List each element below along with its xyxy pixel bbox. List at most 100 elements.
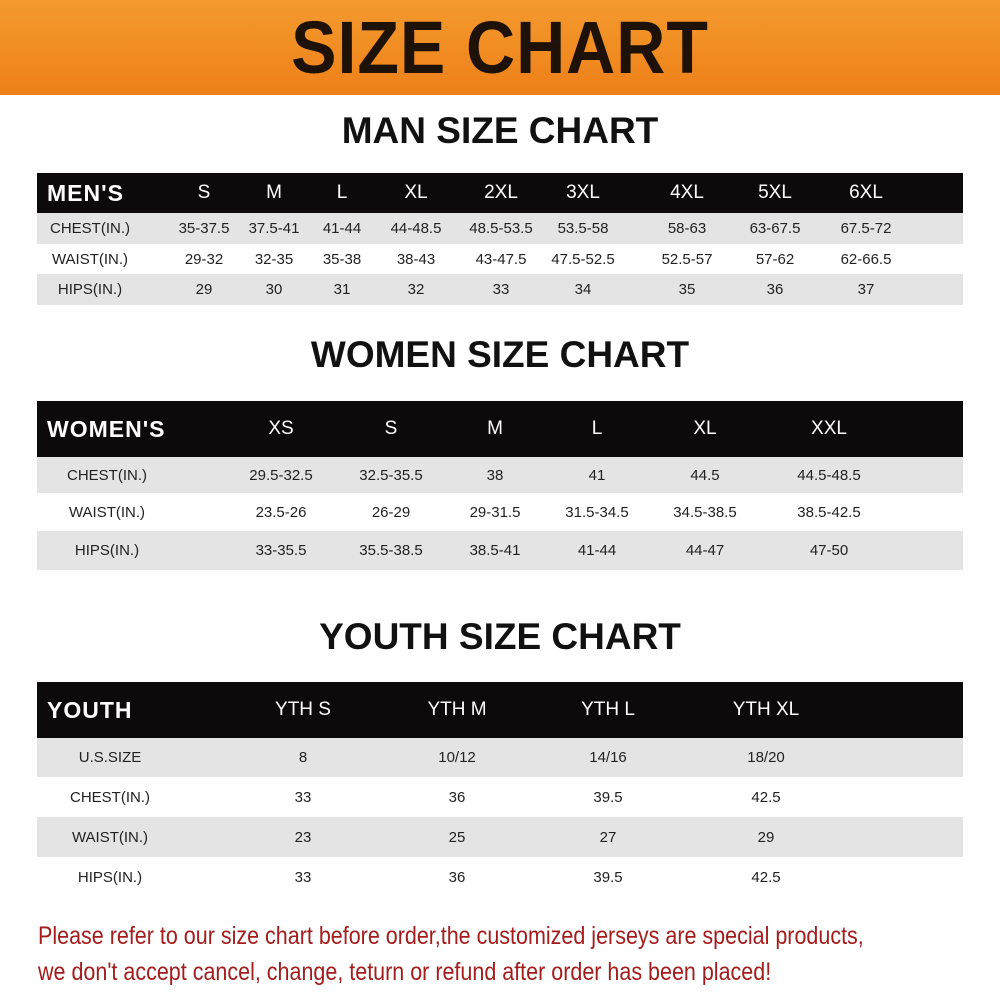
size-value-cell: 31: [333, 281, 351, 298]
size-value-cell: 36: [448, 869, 466, 886]
notice-line-2: we don't accept cancel, change, teturn o…: [38, 958, 772, 986]
size-value-cell: 47.5-52.5: [551, 250, 615, 268]
size-value-cell: 58-63: [667, 220, 707, 237]
size-value-cell: 63-67.5: [749, 220, 801, 237]
order-notice: Please refer to our size chart before or…: [38, 918, 998, 990]
size-value-cell: 62-66.5: [840, 250, 892, 268]
youth-header-row: YOUTH YTH S YTH M YTH L YTH XL: [37, 682, 963, 738]
size-value-cell: 29-32: [184, 250, 224, 268]
size-header-cell: XL: [693, 418, 717, 439]
notice-line-1: Please refer to our size chart before or…: [38, 922, 864, 950]
table-row: HIPS(IN.) 33 36 39.5 42.5: [37, 857, 963, 898]
table-row: HIPS(IN.) 29 30 31 32 33 34 35 36 37: [37, 274, 963, 305]
size-value-cell: 34.5-38.5: [673, 503, 737, 521]
youth-size-table: YOUTH YTH S YTH M YTH L YTH XL U.S.SIZE 8 10/12…: [37, 682, 963, 898]
size-value-cell: 37.5-41: [248, 220, 300, 237]
size-header-cell: M: [487, 418, 503, 439]
size-header-cell: 4XL: [670, 182, 704, 203]
table-row: HIPS(IN.) 33-35.5 35.5-38.5 38.5-41 41-44 44-…: [37, 531, 963, 570]
size-header-cell: 5XL: [758, 182, 792, 203]
size-value-cell: 38: [486, 466, 504, 484]
size-value-cell: 44.5: [690, 466, 720, 484]
measurement-label: WAIST(IN.): [71, 828, 149, 846]
size-value-cell: 35.5-38.5: [359, 542, 423, 559]
size-value-cell: 33: [294, 869, 312, 886]
size-value-cell: 8: [298, 749, 308, 766]
size-value-cell: 57-62: [755, 250, 795, 268]
size-value-cell: 30: [265, 281, 283, 298]
size-value-cell: 34: [574, 281, 592, 298]
size-header-cell: M: [266, 182, 282, 203]
size-header-cell: L: [336, 182, 348, 203]
table-row: CHEST(IN.) 29.5-32.5 32.5-35.5 38 41 44.5 44.5…: [37, 457, 963, 493]
measurement-label: HIPS(IN.): [57, 281, 123, 298]
size-header-cell: YTH XL: [732, 699, 800, 720]
table-row: WAIST(IN.) 23 25 27 29: [37, 817, 963, 857]
size-value-cell: 44-47: [685, 542, 725, 559]
size-value-cell: 32.5-35.5: [359, 466, 423, 484]
table-title-cell: WOMEN'S: [47, 415, 166, 442]
size-value-cell: 29-31.5: [469, 503, 521, 521]
size-value-cell: 48.5-53.5: [469, 220, 533, 237]
size-value-cell: 29: [195, 281, 213, 298]
size-value-cell: 29: [757, 828, 775, 846]
size-value-cell: 43-47.5: [475, 250, 527, 268]
size-header-cell: S: [384, 418, 398, 439]
size-header-cell: YTH M: [427, 699, 487, 720]
size-value-cell: 27: [599, 828, 617, 846]
measurement-label: CHEST(IN.): [70, 788, 150, 806]
size-header-cell: L: [591, 418, 603, 439]
measurement-label: WAIST(IN.): [68, 503, 146, 521]
size-value-cell: 47-50: [809, 542, 849, 559]
size-value-cell: 38-43: [396, 250, 436, 268]
size-value-cell: 44.5-48.5: [797, 466, 861, 484]
banner-title: SIZE CHART: [291, 6, 709, 89]
table-row: CHEST(IN.) 35-37.5 37.5-41 41-44 44-48.5 48.5…: [37, 213, 963, 244]
size-value-cell: 53.5-58: [557, 220, 609, 237]
size-value-cell: 52.5-57: [661, 250, 713, 268]
size-value-cell: 10/12: [438, 749, 476, 766]
size-value-cell: 44-48.5: [390, 220, 442, 237]
table-title-cell: YOUTH: [47, 696, 133, 723]
size-value-cell: 33: [294, 788, 312, 806]
size-value-cell: 14/16: [589, 749, 627, 766]
size-value-cell: 38.5-42.5: [797, 503, 861, 521]
size-value-cell: 35: [678, 281, 696, 298]
size-value-cell: 31.5-34.5: [565, 503, 629, 521]
size-value-cell: 26-29: [371, 503, 411, 521]
table-row: U.S.SIZE 8 10/12 14/16 18/20: [37, 738, 963, 777]
measurement-label: HIPS(IN.): [74, 542, 140, 559]
size-value-cell: 32: [407, 281, 425, 298]
size-value-cell: 35-38: [322, 250, 362, 268]
size-header-cell: S: [197, 182, 211, 203]
measurement-label: CHEST(IN.): [50, 220, 130, 237]
size-header-cell: YTH L: [581, 699, 635, 720]
size-value-cell: 41-44: [577, 542, 617, 559]
measurement-label: U.S.SIZE: [78, 749, 142, 766]
women-section-title: WOMEN SIZE CHART: [310, 334, 690, 375]
size-value-cell: 39.5: [593, 788, 623, 806]
table-row: CHEST(IN.) 33 36 39.5 42.5: [37, 777, 963, 817]
size-value-cell: 36: [766, 281, 784, 298]
size-value-cell: 33-35.5: [255, 542, 307, 559]
size-chart-banner: SIZE CHART: [0, 0, 1000, 95]
size-value-cell: 36: [448, 788, 466, 806]
size-header-cell: XS: [268, 418, 294, 439]
size-header-cell: 2XL: [484, 182, 518, 203]
measurement-label: WAIST(IN.): [51, 250, 129, 268]
table-row: WAIST(IN.) 23.5-26 26-29 29-31.5 31.5-34.5 34…: [37, 493, 963, 531]
size-value-cell: 37: [857, 281, 875, 298]
size-value-cell: 33: [492, 281, 510, 298]
measurement-label: CHEST(IN.): [67, 466, 147, 484]
women-header-row: WOMEN'S XS S M L XL XXL: [37, 401, 963, 457]
size-value-cell: 32-35: [254, 250, 294, 268]
size-header-cell: XXL: [811, 418, 847, 439]
men-size-table: MEN'S S M L XL 2XL 3XL 4XL 5XL 6XL CHEST(IN.) 35-37…: [37, 173, 963, 305]
size-value-cell: 41-44: [322, 220, 362, 237]
table-row: WAIST(IN.) 29-32 32-35 35-38 38-43 43-47.5 47.…: [37, 244, 963, 274]
size-value-cell: 23: [294, 828, 312, 846]
size-value-cell: 41: [588, 466, 606, 484]
measurement-label: HIPS(IN.): [77, 869, 143, 886]
size-value-cell: 35-37.5: [178, 220, 230, 237]
men-header-row: MEN'S S M L XL 2XL 3XL 4XL 5XL 6XL: [37, 173, 963, 213]
